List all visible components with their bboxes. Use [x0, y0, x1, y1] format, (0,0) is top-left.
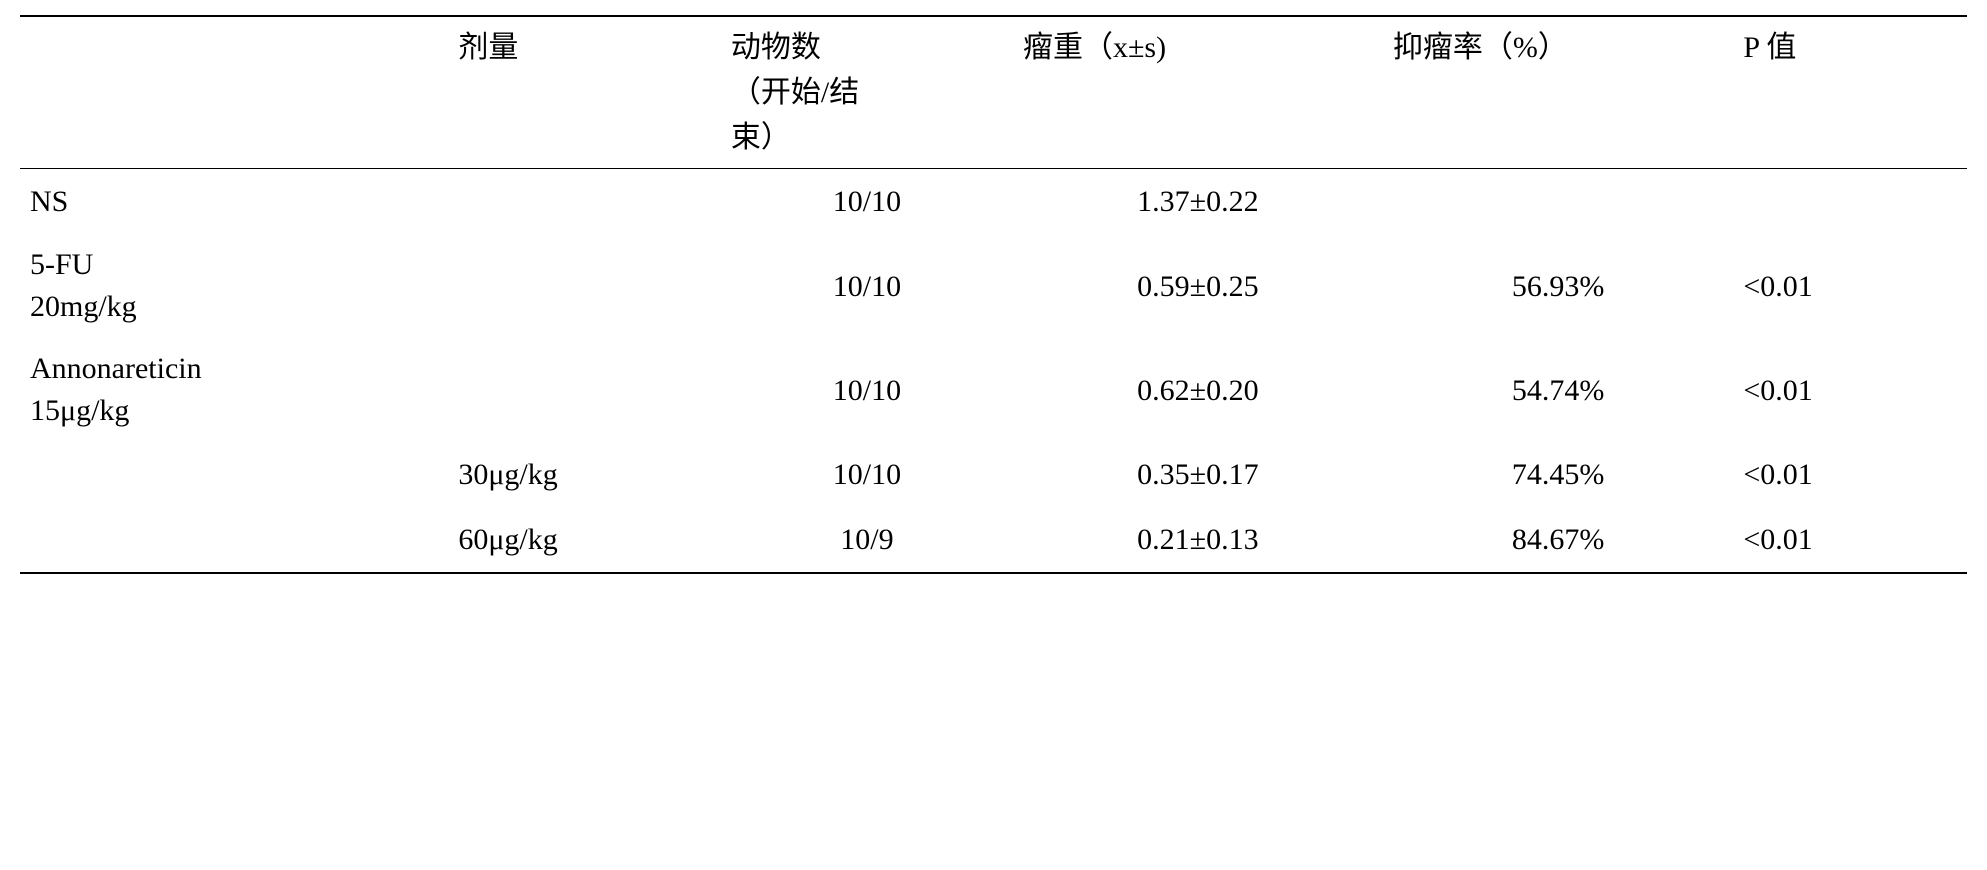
cell-group: 5-FU 20mg/kg [20, 234, 448, 338]
header-group [20, 16, 448, 169]
cell-rate [1383, 169, 1733, 235]
cell-rate: 74.45% [1383, 442, 1733, 507]
cell-dose: 30μg/kg [448, 442, 721, 507]
cell-animals: 10/10 [721, 169, 1013, 235]
cell-animals: 10/10 [721, 234, 1013, 338]
cell-group-line1: 5-FU [30, 248, 93, 281]
header-pval: P 值 [1733, 16, 1967, 169]
cell-group: Annonareticin 15μg/kg [20, 338, 448, 442]
table-row: NS 10/10 1.37±0.22 [20, 169, 1967, 235]
header-dose: 剂量 [448, 16, 721, 169]
cell-dose [448, 338, 721, 442]
cell-pval: <0.01 [1733, 442, 1967, 507]
cell-dose [448, 234, 721, 338]
cell-group-line2: 20mg/kg [30, 290, 137, 323]
table-row: 5-FU 20mg/kg 10/10 0.59±0.25 56.93% <0.0… [20, 234, 1967, 338]
header-rate: 抑瘤率（%） [1383, 16, 1733, 169]
cell-rate: 54.74% [1383, 338, 1733, 442]
cell-pval: <0.01 [1733, 507, 1967, 573]
header-animals: 动物数（开始/结束） [721, 16, 1013, 169]
cell-group [20, 507, 448, 573]
data-table: 剂量 动物数（开始/结束） 瘤重（x±s) 抑瘤率（%） P 值 NS 10/1… [20, 15, 1967, 574]
table-row: 60μg/kg 10/9 0.21±0.13 84.67% <0.01 [20, 507, 1967, 573]
cell-group: NS [20, 169, 448, 235]
cell-animals: 10/9 [721, 507, 1013, 573]
cell-rate: 56.93% [1383, 234, 1733, 338]
cell-weight: 1.37±0.22 [1013, 169, 1383, 235]
cell-group-line1: Annonareticin [30, 352, 202, 385]
cell-pval: <0.01 [1733, 234, 1967, 338]
cell-pval: <0.01 [1733, 338, 1967, 442]
header-row: 剂量 动物数（开始/结束） 瘤重（x±s) 抑瘤率（%） P 值 [20, 16, 1967, 169]
table-row: Annonareticin 15μg/kg 10/10 0.62±0.20 54… [20, 338, 1967, 442]
cell-pval [1733, 169, 1967, 235]
cell-weight: 0.21±0.13 [1013, 507, 1383, 573]
cell-group-line2: 15μg/kg [30, 394, 129, 427]
cell-group [20, 442, 448, 507]
cell-weight: 0.35±0.17 [1013, 442, 1383, 507]
header-weight: 瘤重（x±s) [1013, 16, 1383, 169]
cell-dose [448, 169, 721, 235]
cell-animals: 10/10 [721, 338, 1013, 442]
cell-animals: 10/10 [721, 442, 1013, 507]
cell-rate: 84.67% [1383, 507, 1733, 573]
cell-weight: 0.62±0.20 [1013, 338, 1383, 442]
cell-weight: 0.59±0.25 [1013, 234, 1383, 338]
table-row: 30μg/kg 10/10 0.35±0.17 74.45% <0.01 [20, 442, 1967, 507]
cell-dose: 60μg/kg [448, 507, 721, 573]
